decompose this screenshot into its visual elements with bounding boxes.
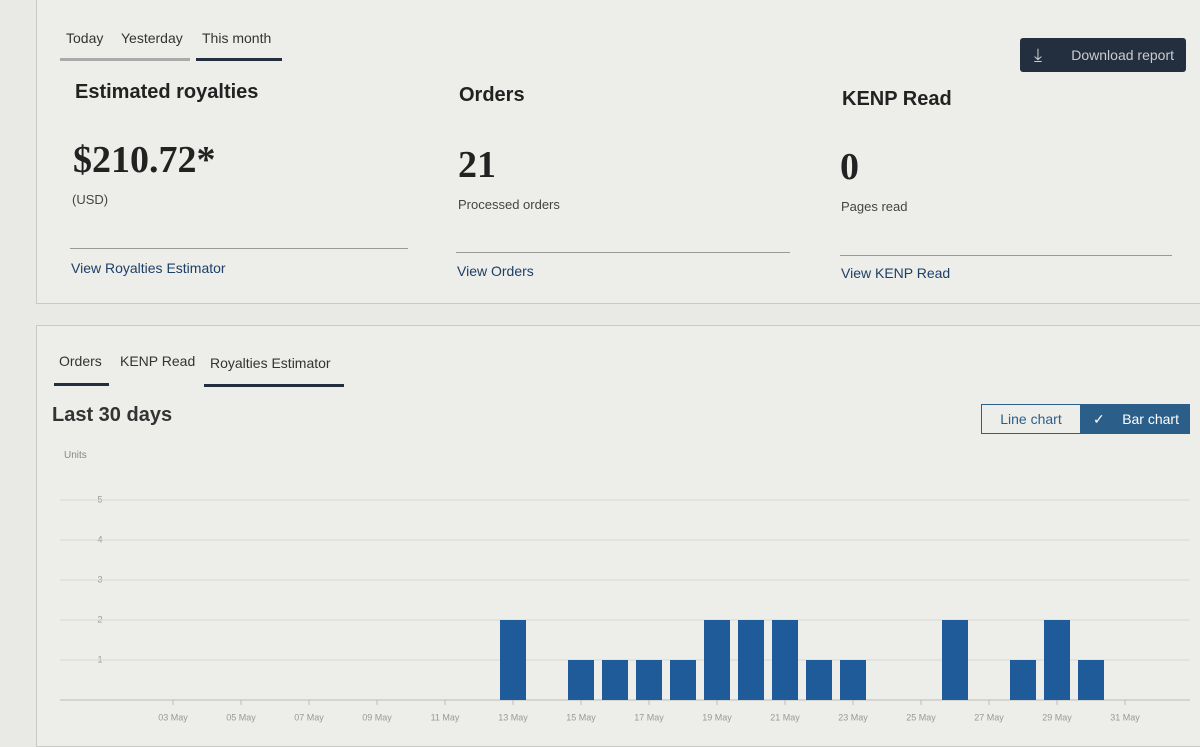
download-icon: ⤓	[1034, 45, 1042, 65]
tab[interactable]: This month	[202, 30, 272, 46]
chart: 1 2 3 4 5 03 May 05 May 07 May 09 May 11 May 13 Ma…	[60, 494, 1190, 722]
tab-underline	[204, 384, 344, 387]
bar	[1010, 660, 1036, 700]
y-tick-label: 1	[97, 654, 102, 664]
bar	[704, 620, 730, 700]
x-tick-label: 07 May	[294, 712, 324, 722]
x-tick-label: 27 May	[974, 712, 1004, 722]
divider	[70, 248, 408, 249]
x-tick-label: 23 May	[838, 712, 868, 722]
y-axis-label: Units	[64, 450, 87, 461]
toggle-button[interactable]: Line chart	[981, 404, 1081, 434]
tab[interactable]: Orders	[59, 353, 102, 369]
bar	[942, 620, 968, 700]
tab-underline	[54, 383, 109, 386]
divider	[840, 255, 1172, 256]
x-tick-label: 15 May	[566, 712, 596, 722]
card-caption: Pages read	[841, 199, 908, 214]
y-tick-label: 4	[97, 534, 102, 544]
card-title: KENP Read	[842, 88, 952, 110]
chart-heading: Last 30 days	[52, 404, 173, 426]
bar	[636, 660, 662, 700]
x-tick-label: 21 May	[770, 712, 800, 722]
card-title: Estimated royalties	[75, 81, 259, 103]
x-tick-label: 25 May	[906, 712, 936, 722]
card-title: Orders	[459, 84, 525, 106]
button-label: Download report	[1071, 47, 1174, 63]
bar	[806, 660, 832, 700]
bar	[840, 660, 866, 700]
card-link[interactable]: View KENP Read	[841, 265, 951, 281]
divider	[456, 252, 790, 253]
tab-underline	[60, 58, 190, 61]
bar	[670, 660, 696, 700]
x-tick-label: 29 May	[1042, 712, 1072, 722]
card-value: 0	[840, 146, 859, 188]
card-caption: Processed orders	[458, 197, 560, 212]
y-tick-label: 5	[97, 494, 102, 504]
bar	[602, 660, 628, 700]
toggle-button[interactable]: ✓ Bar chart	[1081, 404, 1190, 434]
bar	[1078, 660, 1104, 700]
y-tick-label: 2	[97, 614, 102, 624]
tab-underline	[196, 58, 282, 61]
download-button[interactable]: ⤓ Download report	[1020, 38, 1186, 72]
x-tick-label: 03 May	[158, 712, 188, 722]
bar	[772, 620, 798, 700]
x-tick-label: 19 May	[702, 712, 732, 722]
tab[interactable]: Royalties Estimator	[210, 355, 331, 371]
card-caption: (USD)	[72, 192, 109, 207]
card-link[interactable]: View Royalties Estimator	[71, 260, 226, 276]
toggle-label: Bar chart	[1122, 411, 1179, 427]
tab[interactable]: Today	[66, 30, 104, 46]
bar	[1044, 620, 1070, 700]
check-icon: ✓	[1093, 411, 1105, 427]
card-value: $210.72*	[73, 139, 216, 181]
x-tick-label: 31 May	[1110, 712, 1140, 722]
card-link[interactable]: View Orders	[457, 263, 534, 279]
x-tick-label: 09 May	[362, 712, 392, 722]
tab[interactable]: KENP Read	[120, 353, 196, 369]
x-tick-label: 11 May	[431, 712, 460, 722]
x-tick-label: 17 May	[634, 712, 664, 722]
bar	[500, 620, 526, 700]
y-tick-label: 3	[97, 574, 102, 584]
x-tick-label: 05 May	[226, 712, 256, 722]
tab[interactable]: Yesterday	[121, 30, 183, 46]
summary-card	[36, 0, 1200, 304]
card-value: 21	[458, 144, 496, 186]
bar	[738, 620, 764, 700]
x-tick-label: 13 May	[498, 712, 528, 722]
bar	[568, 660, 594, 700]
